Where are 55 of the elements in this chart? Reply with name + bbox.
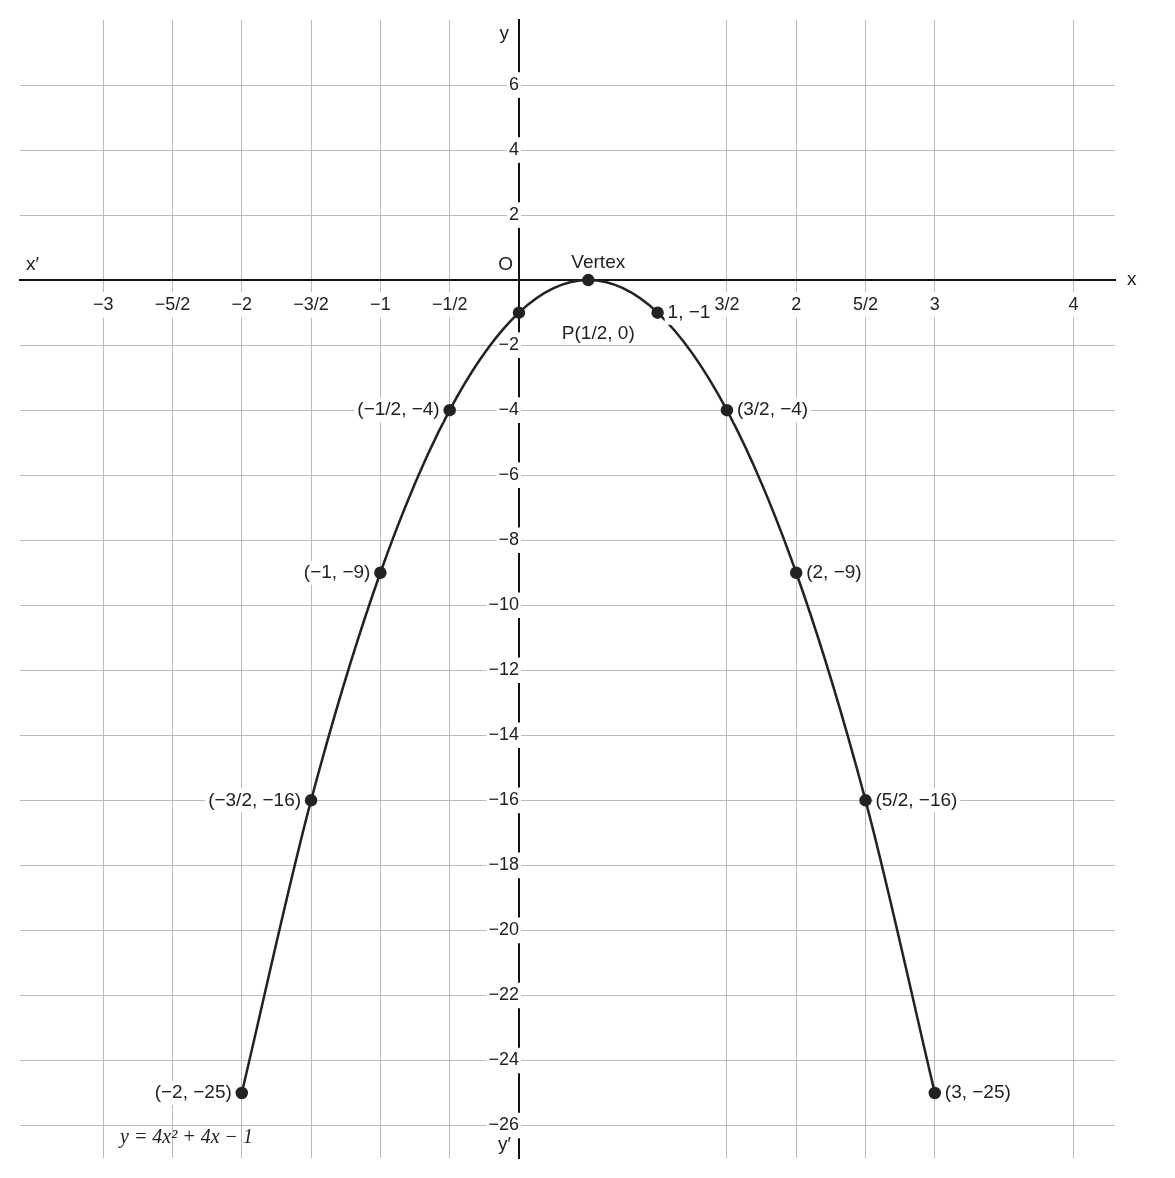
x-tick-label: −1 <box>370 293 391 314</box>
y-tick-label: −2 <box>498 334 519 355</box>
y-tick-label: −24 <box>488 1049 519 1070</box>
x-tick-label: −1/2 <box>431 293 468 314</box>
y-tick-label: 6 <box>508 74 519 94</box>
y-tick-label: −6 <box>498 464 519 485</box>
y-tick-label: 2 <box>508 204 519 225</box>
point <box>374 566 387 579</box>
annotation: Vertex <box>571 250 626 272</box>
x-tick-label: −2 <box>231 293 253 314</box>
annotation: y = 4x² + 4x − 1 <box>118 1125 254 1149</box>
y-axis-title: y <box>499 21 510 43</box>
point <box>443 403 456 417</box>
x-tick-label: 4 <box>1068 293 1079 314</box>
y-tick-label: −16 <box>488 789 519 810</box>
point <box>720 403 734 417</box>
point <box>789 566 803 579</box>
annotation: P(1/2, 0) <box>561 321 635 343</box>
annotation: O <box>498 252 513 274</box>
annotation: (−1, −9) <box>303 560 371 582</box>
y-tick-label: −4 <box>498 399 519 420</box>
x-tick-label: 5/2 <box>852 293 879 314</box>
annotation: y′ <box>497 1132 512 1154</box>
x-tick-label: −3/2 <box>293 293 329 314</box>
y-tick-label: −8 <box>498 529 519 550</box>
annotation: (−2, −25) <box>154 1081 232 1103</box>
x-tick-label: 2 <box>791 293 802 314</box>
y-tick-label: −22 <box>488 984 519 1005</box>
y-tick-label: −18 <box>488 854 519 875</box>
point <box>928 1086 942 1100</box>
annotation: (2, −9) <box>806 560 862 582</box>
y-tick-label: −12 <box>488 659 519 680</box>
point <box>304 794 318 807</box>
x-tick-label: 3 <box>929 293 940 314</box>
y-tick-label: −10 <box>488 594 519 615</box>
annotation: x′ <box>26 252 40 274</box>
point <box>651 306 664 319</box>
x-tick-label: −3 <box>92 293 114 314</box>
point <box>235 1086 249 1100</box>
y-tick-label: −26 <box>488 1114 519 1135</box>
point <box>512 306 526 319</box>
x-axis-title: x <box>1127 268 1137 290</box>
y-tick-label: −20 <box>488 919 519 940</box>
annotation: (3/2, −4) <box>736 398 809 420</box>
annotation: (−3/2, −16) <box>208 788 302 810</box>
point <box>859 794 872 807</box>
annotation: (5/2, −16) <box>875 788 958 810</box>
x-tick-label: −5/2 <box>154 293 191 314</box>
annotation: (3, −25) <box>944 1081 1011 1103</box>
x-tick-label: 3/2 <box>714 293 740 314</box>
annotation: (−1/2, −4) <box>357 398 440 420</box>
point <box>582 273 595 287</box>
annotation: 1, −1 <box>667 300 711 322</box>
y-tick-label: 4 <box>508 139 519 160</box>
y-tick-label: −14 <box>488 724 519 745</box>
